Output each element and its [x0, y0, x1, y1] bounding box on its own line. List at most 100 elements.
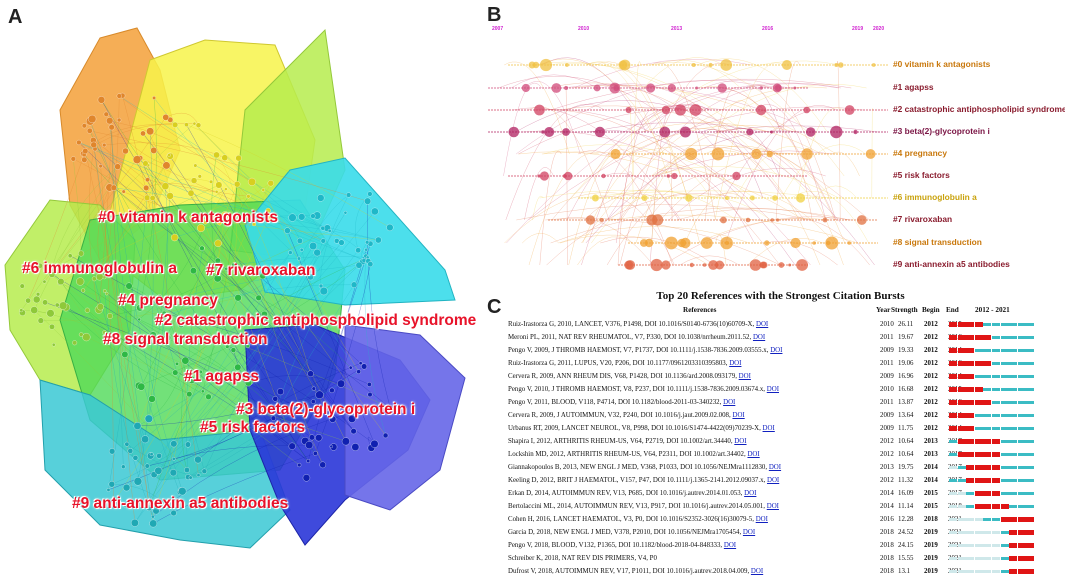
burst-row: Schreiber K, 2018, NAT REV DIS PRIMERS, …: [508, 552, 1053, 565]
timeline-arc: [764, 241, 838, 266]
network-node: [49, 323, 55, 330]
network-node: [194, 455, 202, 464]
cluster-label-2: #2 catastrophic antiphospholipid syndrom…: [155, 312, 477, 329]
network-node: [161, 182, 170, 190]
burst-doi-link[interactable]: DOI: [766, 503, 779, 510]
burst-doi-link[interactable]: DOI: [744, 490, 757, 497]
burst-year: 2018: [880, 542, 894, 549]
network-link: [126, 444, 199, 476]
burst-reference-text: Bertolaccini ML, 2014, AUTOIMMUN REV, V1…: [508, 503, 765, 510]
burst-doi-link[interactable]: DOI: [742, 529, 756, 536]
timeline-arc: [582, 83, 721, 155]
timeline-arc: [669, 152, 673, 221]
burst-doi-link[interactable]: DOI: [755, 321, 769, 328]
timeline-arc: [590, 82, 841, 155]
burst-reference-text: Pengo V, 2009, J THROMB HAEMOST, V7, P17…: [508, 347, 769, 354]
burst-doi-link[interactable]: DOI: [734, 438, 747, 445]
burst-bar-segment: [983, 518, 992, 521]
timeline-arc: [528, 106, 610, 221]
network-link: [355, 193, 371, 251]
timeline-node: [521, 83, 530, 93]
timeline-arc: [551, 128, 728, 221]
burst-doi-link[interactable]: DOI: [738, 373, 751, 380]
burst-doi-link[interactable]: DOI: [732, 412, 745, 419]
network-node: [356, 369, 361, 374]
burst-bar-segment-active: [966, 465, 975, 470]
network-node: [310, 399, 316, 404]
burst-bar-segment: [992, 349, 1000, 352]
timeline-arc: [728, 127, 780, 177]
burst-bar-segment: [1017, 479, 1026, 482]
burst-doi-link[interactable]: DOI: [729, 360, 742, 367]
burst-doi-link[interactable]: DOI: [752, 334, 766, 341]
network-node: [198, 369, 203, 375]
timeline-arc: [871, 108, 873, 199]
burst-row: Keeling D, 2012, BRIT J HAEMATOL, V157, …: [508, 474, 1053, 487]
burst-bar-segment-active: [1017, 543, 1026, 548]
burst-year: 2009: [880, 347, 894, 354]
cluster-network-panel: #0 vitamin k antagonists #6 immunoglobul…: [0, 0, 480, 582]
burst-doi-link[interactable]: DOI: [766, 386, 779, 393]
burst-bar-segment: [983, 323, 992, 326]
burst-bar-segment: [1000, 570, 1009, 573]
timeline-arc: [651, 194, 658, 244]
burst-doi-link[interactable]: DOI: [747, 451, 760, 458]
network-node: [187, 375, 196, 384]
burst-doi-link[interactable]: DOI: [755, 516, 768, 523]
network-link: [100, 166, 114, 503]
burst-doi-link[interactable]: DOI: [770, 347, 783, 354]
burst-bar-segment: [983, 544, 992, 547]
burst-year: 2014: [880, 490, 894, 497]
burst-bar-segment: [992, 401, 1000, 404]
burst-strength: 13.1: [898, 568, 911, 575]
burst-year: 2011: [880, 360, 894, 367]
cluster-label-5: #5 risk factors: [200, 419, 306, 436]
burst-reference: Pengo V, 2009, J THROMB HAEMOST, V7, P17…: [508, 344, 782, 357]
network-node: [72, 340, 78, 346]
burst-doi-link[interactable]: DOI: [768, 464, 782, 471]
timeline-arc: [560, 234, 709, 266]
timeline-year-2019: 2019: [852, 26, 864, 32]
network-link: [147, 179, 249, 197]
timeline-nodes: [508, 58, 876, 272]
burst-reference: Garcia D, 2018, NEW ENGL J MED, V378, P2…: [508, 526, 755, 539]
bursts-header-year: Year: [876, 306, 891, 314]
burst-doi-link[interactable]: DOI: [723, 542, 737, 549]
timeline-label-1: #1 agapss: [893, 82, 934, 92]
network-node: [247, 177, 256, 186]
network-link: [111, 484, 174, 514]
network-node: [255, 294, 262, 301]
network-node: [329, 444, 333, 449]
network-node: [296, 237, 303, 244]
burst-bar-segment-active: [957, 413, 966, 418]
burst-doi-link[interactable]: DOI: [766, 477, 780, 484]
network-link: [78, 142, 365, 261]
burst-doi-link[interactable]: DOI: [750, 568, 764, 575]
timeline-node: [801, 148, 813, 160]
burst-bar-segment-active: [966, 478, 975, 483]
burst-bar-segment: [1000, 388, 1009, 391]
burst-reference-text: Cervera R, 2009, J AUTOIMMUN, V32, P240,…: [508, 412, 731, 419]
burst-bar-segment-active: [1009, 517, 1018, 522]
network-node: [387, 405, 393, 411]
network-node: [272, 396, 279, 402]
network-node: [252, 222, 257, 227]
burst-row: Erkan D, 2014, AUTOIMMUN REV, V13, P685,…: [508, 487, 1053, 500]
burst-bar-segment-active: [974, 439, 983, 444]
burst-doi-link[interactable]: DOI: [762, 425, 775, 432]
burst-bar-segment: [1017, 466, 1026, 469]
timeline-node: [689, 104, 702, 116]
timeline-node: [551, 83, 562, 93]
burst-strength: 19.33: [898, 347, 914, 354]
network-node: [370, 439, 379, 448]
timeline-node: [708, 62, 713, 68]
burst-bar-segment-active: [1017, 569, 1026, 574]
burst-row: Meroni PL, 2011, NAT REV RHEUMATOL, V7, …: [508, 331, 1053, 344]
timeline-arc: [591, 194, 680, 244]
network-node: [54, 302, 60, 308]
timeline-arc: [518, 107, 728, 155]
burst-doi-link[interactable]: DOI: [723, 399, 736, 406]
timeline-arc: [518, 151, 678, 177]
network-node: [178, 322, 184, 328]
network-node: [346, 192, 352, 198]
